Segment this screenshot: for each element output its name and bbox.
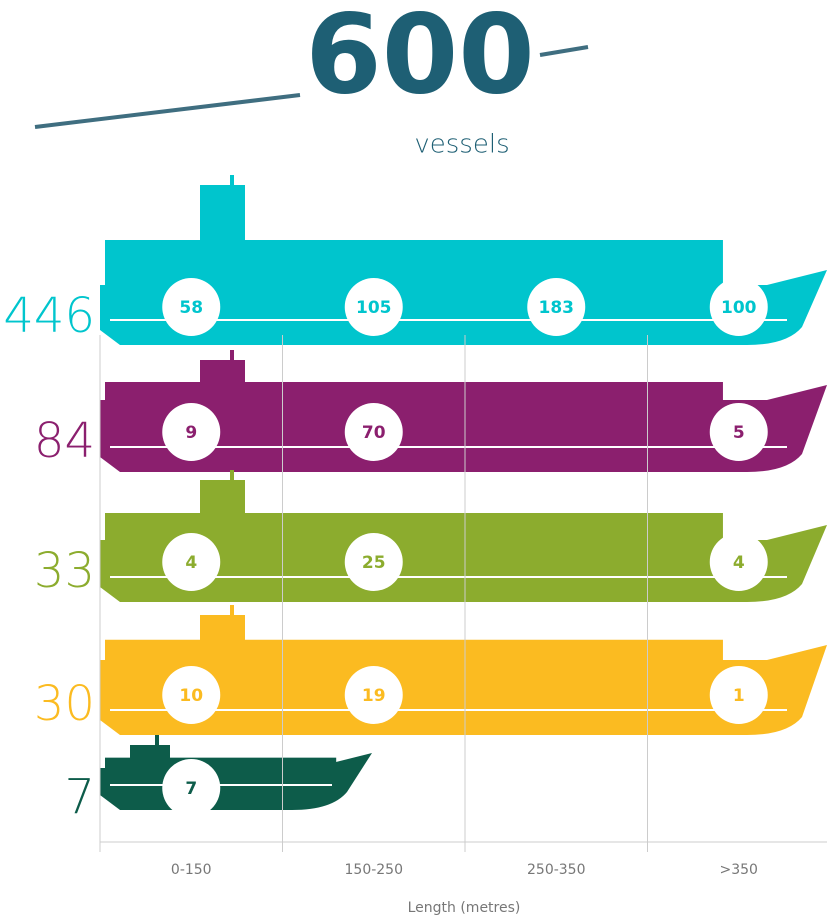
chart-subtitle: vessels [414, 130, 509, 160]
count-bubble [709, 666, 768, 724]
bridge [200, 360, 245, 400]
bridge [130, 745, 170, 768]
x-tick-label: 150-250 [345, 862, 404, 878]
count-label: 9 [185, 423, 197, 443]
count-bubble [344, 403, 403, 461]
count-label: 70 [362, 423, 386, 443]
count-label: 100 [721, 298, 757, 318]
count-label: 19 [362, 686, 386, 706]
count-label: 4 [185, 553, 197, 573]
count-bubble [162, 403, 221, 461]
mast [230, 350, 234, 365]
ship [100, 735, 372, 810]
count-label: 58 [179, 298, 203, 318]
hull [100, 525, 827, 602]
row-total: 84 [34, 413, 95, 469]
chart-title: 600 [305, 0, 535, 118]
superstructure [105, 382, 723, 401]
count-bubble [344, 533, 403, 591]
count-label: 5 [733, 423, 745, 443]
mast [230, 470, 234, 485]
count-label: 25 [362, 553, 386, 573]
count-label: 105 [356, 298, 392, 318]
row-total: 7 [64, 769, 95, 825]
deco-line [539, 45, 589, 57]
count-bubble [709, 533, 768, 591]
count-bubble [527, 278, 586, 336]
bridge [200, 615, 245, 660]
count-bubble [162, 533, 221, 591]
grid [99, 335, 827, 852]
bridge [200, 480, 245, 540]
mast [230, 605, 234, 620]
row-total: 33 [34, 543, 95, 599]
count-bubble [709, 403, 768, 461]
count-label: 7 [185, 779, 197, 799]
x-tick-label: 0-150 [171, 862, 212, 878]
superstructure [105, 757, 337, 769]
count-bubble [709, 278, 768, 336]
superstructure [105, 639, 723, 661]
count-label: 4 [733, 553, 745, 573]
ship [100, 605, 827, 735]
mast [155, 735, 159, 750]
bridge [200, 185, 245, 285]
mast [230, 175, 234, 190]
count-label: 1 [733, 686, 745, 706]
x-tick-label: >350 [720, 862, 758, 878]
count-bubble [162, 759, 221, 817]
count-bubble [162, 278, 221, 336]
row-total: 446 [3, 288, 95, 344]
x-axis-label: Length (metres) [408, 900, 521, 916]
count-bubble [162, 666, 221, 724]
ship [100, 470, 827, 602]
row-total: 30 [34, 676, 95, 732]
count-label: 183 [539, 298, 575, 318]
hull [100, 270, 827, 345]
ship [100, 175, 827, 345]
count-label: 10 [179, 686, 203, 706]
deco-line [34, 93, 301, 129]
count-bubble [344, 278, 403, 336]
count-bubble [344, 666, 403, 724]
hull [100, 385, 827, 472]
hull [100, 645, 827, 735]
ship [100, 350, 827, 472]
x-tick-label: 250-350 [527, 862, 586, 878]
